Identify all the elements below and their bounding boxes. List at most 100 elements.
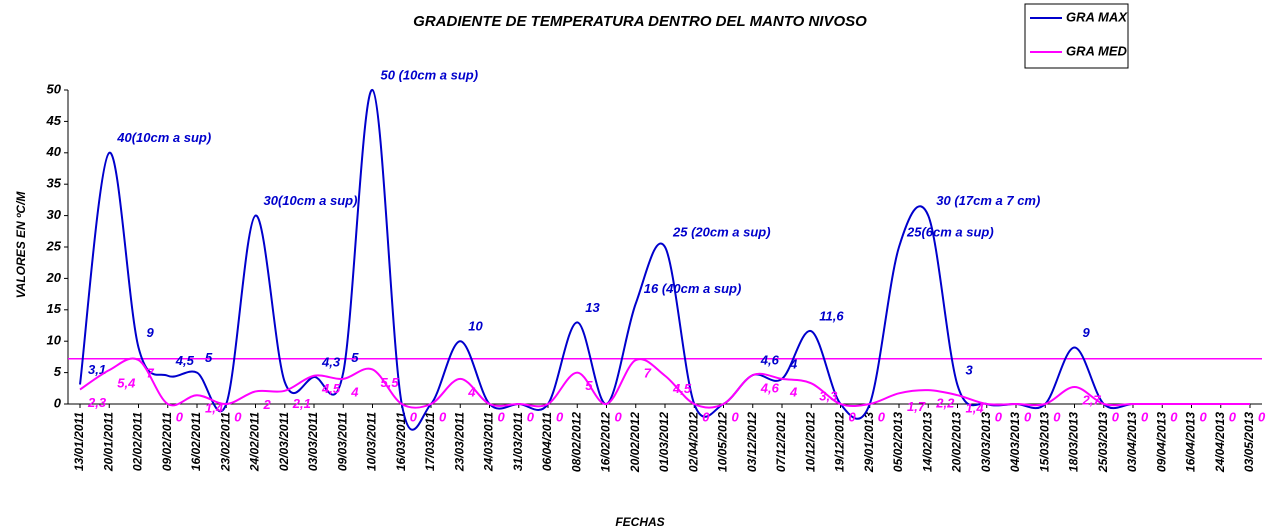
data-label: 0 [527,409,535,424]
x-tick-label: 24/03/2011 [482,412,496,472]
data-label: 1,7 [907,399,926,414]
x-tick-label: 09/04/2013 [1154,412,1168,472]
x-tick-label: 07/12/2012 [774,412,788,472]
y-tick-label: 10 [47,333,62,348]
x-tick-label: 04/03/2013 [1008,412,1022,472]
x-tick-label: 20/02/2012 [628,412,642,473]
x-tick-label: 23/02/2011 [218,412,232,472]
data-label: 0 [1141,409,1149,424]
data-label: 3 [966,363,974,378]
y-axis-label: VALORES EN ºC/M [14,191,28,299]
legend-label: GRA MED [1066,43,1128,58]
data-label: 0 [615,409,623,424]
data-label: 4,6 [760,381,780,396]
x-tick-label: 02/03/2011 [277,412,291,471]
data-label: 0 [234,409,242,424]
data-label: 50 (10cm a sup) [381,67,479,82]
data-label: 0 [1053,409,1061,424]
data-label: 4 [789,384,798,399]
data-label: 0 [1170,409,1178,424]
x-tick-label: 19/12/2012 [833,412,847,472]
data-label: 4,5 [321,381,341,396]
data-label: 30(10cm a sup) [264,193,358,208]
data-label: 2,2 [935,396,955,411]
x-tick-label: 16/02/2012 [599,412,613,472]
x-tick-label: 17/03/2011 [423,412,437,471]
data-label: 0 [1024,409,1032,424]
data-label: 16 (40cm a sup) [644,281,742,296]
data-label: 4,5 [175,353,195,368]
legend-label: GRA MAX [1066,9,1128,24]
data-label: 0 [732,409,740,424]
x-tick-label: 29/01/2013 [862,412,876,473]
chart-title: GRADIENTE DE TEMPERATURA DENTRO DEL MANT… [413,13,867,30]
data-label: 0 [176,409,184,424]
data-label: 2 [263,397,272,412]
x-tick-label: 10/05/2012 [716,412,730,472]
data-label: 4 [350,384,359,399]
x-tick-label: 05/02/2013 [891,412,905,472]
x-tick-label: 15/03/2013 [1037,412,1051,472]
data-label: 4,3 [321,354,341,369]
data-label: 1,4 [205,401,224,416]
x-tick-label: 03/05/2013 [1242,412,1256,472]
y-tick-label: 15 [47,301,62,316]
data-label: 5,4 [117,376,136,391]
data-label: 40(10cm a sup) [116,130,211,145]
x-tick-label: 02/04/2012 [686,412,700,472]
y-tick-label: 35 [47,176,62,191]
x-tick-label: 20/01/2011 [101,412,115,472]
x-tick-label: 09/02/2011 [160,412,174,471]
data-label: 4 [467,384,476,399]
y-tick-label: 5 [54,364,62,379]
data-label: 0 [1229,409,1237,424]
x-tick-label: 01/03/2012 [657,412,671,472]
data-label: 7 [644,365,652,380]
data-label: 2,1 [292,396,311,411]
x-tick-label: 24/02/2011 [248,412,262,472]
data-label: 1,4 [966,401,985,416]
x-tick-label: 14/02/2013 [920,412,934,472]
data-label: 0 [878,409,886,424]
data-label: 25 (20cm a sup) [672,224,771,239]
x-tick-label: 20/02/2013 [950,412,964,473]
x-tick-label: 03/03/2011 [306,412,320,471]
x-tick-label: 03/03/2013 [979,412,993,472]
y-tick-label: 45 [46,113,62,128]
data-label: 3,3 [819,389,838,404]
data-label: 0 [702,409,710,424]
data-label: 0 [1200,409,1208,424]
data-label: 5 [585,378,593,393]
data-label: 0 [410,409,418,424]
x-tick-label: 09/03/2011 [335,412,349,471]
data-label: 4 [789,356,798,371]
y-tick-label: 30 [47,207,62,222]
data-label: 0 [498,409,506,424]
data-label: 4,6 [760,353,780,368]
x-tick-label: 31/03/2011 [511,412,525,471]
x-axis-label: FECHAS [615,515,664,529]
data-label: 30 (17cm a 7 cm) [936,193,1040,208]
data-label: 5,5 [381,375,400,390]
y-tick-label: 50 [47,81,62,96]
x-tick-label: 23/03/2011 [452,412,466,472]
x-tick-label: 16/03/2011 [394,412,408,471]
x-tick-label: 25/03/2013 [1096,412,1110,473]
series-line [79,357,1250,409]
data-label: 0 [556,409,564,424]
x-tick-label: 03/12/2012 [745,412,759,472]
data-label: 9 [1083,325,1091,340]
x-tick-label: 10/12/2012 [803,412,817,472]
data-label: 2,7 [1082,392,1102,407]
legend-box [1024,3,1129,69]
data-label: 4,5 [672,381,692,396]
data-label: 13 [585,300,600,315]
data-label: 0 [1112,409,1120,424]
y-tick-label: 0 [54,395,62,410]
data-label: 0 [1258,409,1266,424]
x-tick-label: 08/02/2012 [569,412,583,472]
data-label: 10 [468,319,483,334]
data-label: 2,3 [87,395,107,410]
data-label: 0 [995,409,1003,424]
